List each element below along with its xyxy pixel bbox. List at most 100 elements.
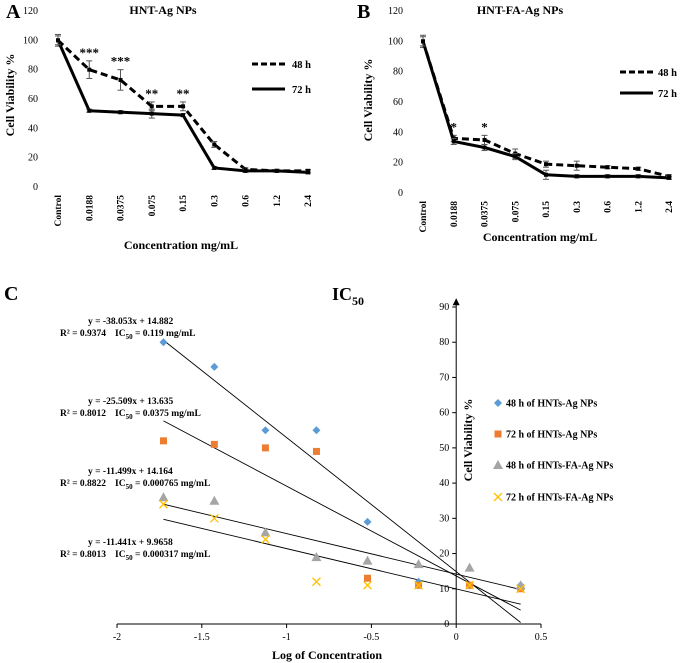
trendline-equation: y = -11.441x + 9.9658 [88,538,173,548]
panel-a-significance: ******** ** [80,45,190,101]
legend-72h-label: 72 h [658,89,677,100]
significance-marker: *** [80,45,100,60]
panel-c-annotations: y = -38.053x + 14.882 R² = 0.9374 IC50 = 0… [60,317,210,562]
panel-c-title: IC50 [332,284,364,308]
x-tick-label: 0.3 [573,201,583,213]
trendline [163,518,521,605]
x-tick-label: 0.6 [242,195,252,207]
trendline [163,503,521,590]
triangle-marker [413,559,424,569]
panel-b-y-ticks: 0 20 40 60 80 100 120 [388,6,403,199]
data-point [544,162,548,167]
ic50-value: = 0.0375 mg/mL [133,409,201,419]
data-point [544,172,548,177]
triangle-marker [158,492,169,502]
diamond-marker [494,399,502,407]
significance-marker: * [451,119,458,134]
panel-a-xlabel: Concentration mg/mL [124,238,238,252]
y-tick-label: 60 [393,97,403,108]
significance-marker: *** [111,54,131,69]
y-tick-label: 0 [33,182,38,193]
y-tick-label: 120 [388,6,403,17]
x-tick-label: 0.15 [542,201,552,218]
x-tick-label: 0.0188 [85,195,95,221]
data-point [149,111,154,116]
significance-marker: ** [177,86,190,101]
y-tick-label: 20 [28,153,38,164]
x-tick-label: -2 [113,632,121,643]
x-marker-stroke [363,580,372,590]
panel-a-legend: 48 h 72 h [252,60,311,96]
y-tick-label: 80 [28,65,38,76]
data-point [482,145,487,150]
panel-a-ylabel: Cell Viability % [3,54,17,137]
x-tick-label: 2.4 [304,195,314,207]
legend-48h-label: 48 h [292,60,311,71]
significance-marker: * [481,119,488,134]
diamond-marker [363,517,372,526]
x-tick-label: 0.0375 [117,195,127,221]
x-tick-label: -0.5 [363,632,379,643]
series-line-48h [421,40,670,178]
y-tick-label: 120 [23,6,38,17]
triangle-marker [464,562,475,572]
panel-c-ylabel: Cell Viability % [461,399,475,482]
data-point [181,113,185,118]
diamond-marker [210,362,219,371]
ic50-sub: 50 [126,413,134,421]
square-marker [494,430,502,438]
y-tick-label: 30 [439,513,449,524]
y-tick-label: 60 [439,408,449,419]
ic50-value: = 0.000765 mg/mL [133,479,211,489]
y-tick-label: 50 [439,443,449,454]
r-squared: R² = 0.8013 [60,550,106,560]
diamond-marker [261,426,270,435]
y-tick-label: 70 [439,372,449,383]
panel-a: A HNT-Ag NPs Cell Viability % Concentrat… [3,1,314,252]
ic50-sub: 50 [126,554,134,562]
y-tick-label: 40 [393,127,403,138]
y-tick-label: 40 [439,478,449,489]
r-squared: R² = 0.8822 [60,479,106,489]
r-squared: R² = 0.8012 [60,409,106,419]
square-marker [210,440,218,448]
y-tick-label: 80 [393,67,403,78]
y-tick-label: 20 [393,158,403,169]
panel-a-label: A [6,1,21,23]
ic50-sub: 50 [126,333,134,341]
panel-a-x-ticks: Control 0.0188 0.0375 0.075 0.15 0.3 0.6 1.2 2.4 [54,195,314,227]
x-marker-stroke [311,577,321,587]
x-marker-stroke [209,513,219,523]
panel-b-ylabel: Cell Viability % [361,59,375,142]
y-tick-label: 60 [28,94,38,105]
diamond-marker [312,426,321,435]
trendline-stats: R² = 0.8012 IC50 = 0.0375 mg/mL [60,409,201,421]
x-marker-stroke [260,535,270,544]
x-tick-label: 0.075 [148,195,158,217]
x-tick-label: 1.2 [273,195,283,207]
x-marker-stroke [516,584,526,594]
trendline-equation: y = -38.053x + 14.882 [88,317,173,327]
panel-c-label: C [4,283,18,305]
x-tick-label: 0.0188 [450,201,460,227]
x-tick-label: -1 [282,632,290,643]
ic50-value: = 0.000317 mg/mL [133,550,211,560]
data-point [306,170,310,175]
data-point [243,168,248,173]
panel-a-title: HNT-Ag NPs [129,3,197,17]
square-marker [159,437,167,445]
x-tick-label: Control [54,195,64,227]
panel-b-legend: 48 h 72 h [620,68,677,100]
panel-b: B HNT-FA-Ag NPs Cell Viability % Concent… [357,1,677,244]
x-tick-label: 0.15 [179,195,189,212]
y-tick-label: 0 [398,188,403,199]
data-point [212,165,217,170]
x-marker-stroke [414,580,424,590]
trendline-stats: R² = 0.9374 IC50 = 0.119 mg/mL [60,329,196,341]
trendline-equation: y = -25.509x + 13.635 [88,397,173,407]
panel-c-title-sub: 50 [352,294,364,308]
data-point [636,174,641,179]
x-tick-label: 0.0375 [481,201,491,227]
series-line-72h [421,40,670,180]
y-tick-label: 80 [439,337,449,348]
